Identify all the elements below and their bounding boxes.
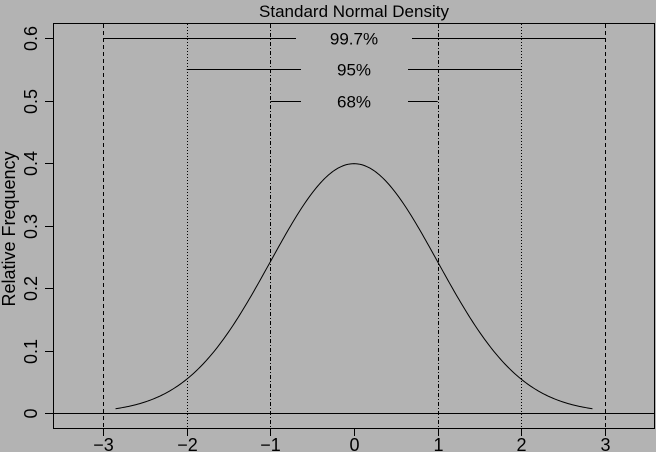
plot-border [53, 23, 655, 429]
x-tick-label: −1 [260, 435, 281, 452]
x-axis: −3 −2 −1 0 1 2 3 [93, 428, 611, 452]
y-tick-label: 0.1 [21, 339, 41, 364]
annotation-label: 95% [337, 61, 371, 80]
density-curve [115, 163, 593, 410]
y-tick-label: 0.3 [21, 214, 41, 239]
x-tick-label: 1 [433, 435, 443, 452]
y-tick-label: 0 [21, 408, 41, 418]
y-axis-label: Relative Frequency [0, 151, 19, 306]
reference-lines [45, 24, 654, 428]
x-tick-label: 2 [516, 435, 526, 452]
y-tick-label: 0.4 [21, 151, 41, 176]
y-tick-label: 0.5 [21, 89, 41, 114]
chart-title: Standard Normal Density [259, 2, 449, 21]
y-tick-label: 0.6 [21, 26, 41, 51]
y-axis: 0 0.1 0.2 0.3 0.4 0.5 0.6 [21, 26, 53, 419]
x-tick-label: −2 [177, 435, 198, 452]
x-tick-label: 3 [600, 435, 610, 452]
y-tick-label: 0.2 [21, 276, 41, 301]
annotation-label: 99.7% [330, 30, 378, 49]
x-tick-label: 0 [349, 435, 359, 452]
x-tick-label: −3 [93, 435, 114, 452]
annotation-label: 68% [337, 93, 371, 112]
interval-annotations: 99.7% 95% 68% [102, 30, 606, 112]
